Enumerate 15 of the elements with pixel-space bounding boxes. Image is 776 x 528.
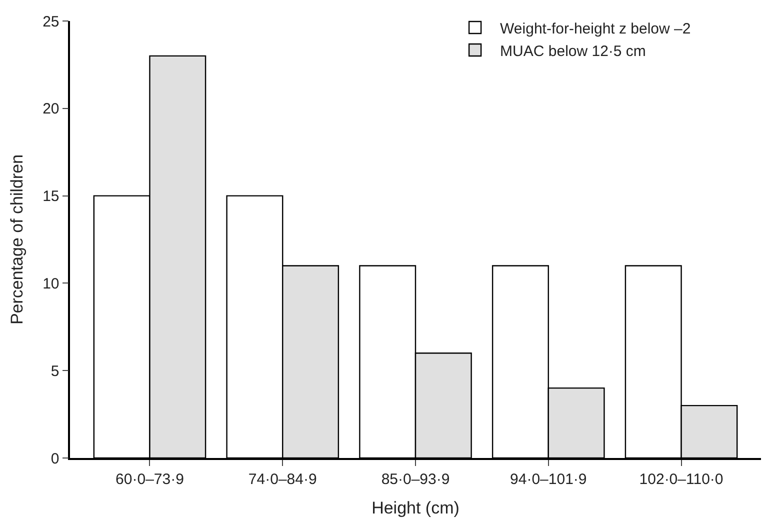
x-tick-label: 74·0–84·9 <box>248 470 317 488</box>
x-tick-label: 94·0–101·9 <box>510 470 587 488</box>
y-axis-title: Percentage of children <box>8 154 27 325</box>
x-tick-label: 60·0–73·9 <box>116 470 184 488</box>
y-tick-label: 10 <box>42 275 60 292</box>
y-tick-label: 25 <box>42 13 60 30</box>
x-tick-label: 102·0–110·0 <box>639 470 724 488</box>
x-axis-title: Height (cm) <box>372 498 460 518</box>
legend-label: MUAC below 12·5 cm <box>500 42 646 60</box>
y-tick-label: 5 <box>50 362 60 380</box>
legend-label: Weight-for-height z below –2 <box>500 20 691 38</box>
x-tick-label: 85·0–93·9 <box>381 470 450 488</box>
y-tick-label: 15 <box>42 188 60 206</box>
y-tick-label: 0 <box>50 450 60 468</box>
y-tick-label: 20 <box>42 100 60 118</box>
